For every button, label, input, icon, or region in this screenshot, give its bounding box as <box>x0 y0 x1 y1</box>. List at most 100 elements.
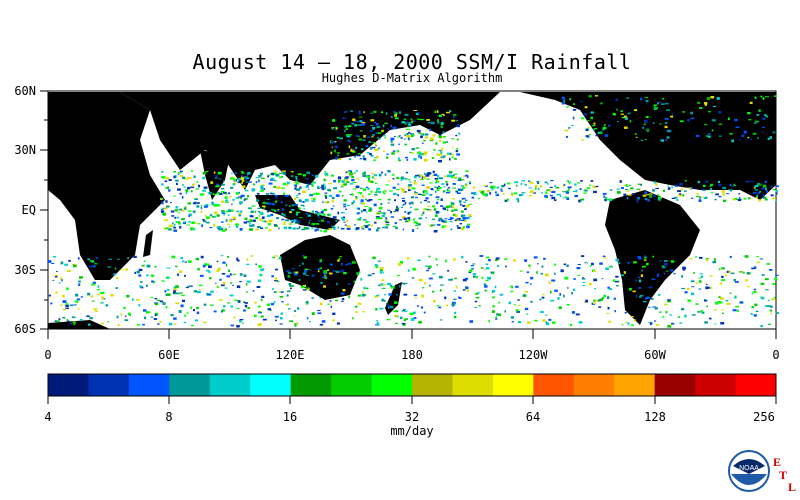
rain-speck <box>382 227 386 229</box>
rain-speck <box>390 143 395 146</box>
colorbar-swatch <box>250 374 292 396</box>
rain-speck <box>765 187 767 191</box>
rain-speck <box>66 270 71 272</box>
rain-speck <box>707 286 711 289</box>
rain-speck <box>412 120 416 122</box>
rain-speck <box>349 170 353 174</box>
rain-speck <box>465 170 469 172</box>
rain-speck <box>154 302 158 304</box>
rain-speck <box>182 176 186 179</box>
rain-speck <box>337 176 342 180</box>
rain-speck <box>173 195 176 197</box>
rain-speck <box>436 153 440 156</box>
rain-speck <box>690 111 693 115</box>
rain-speck <box>452 114 457 116</box>
rain-speck <box>129 314 131 317</box>
rain-speck <box>492 185 496 189</box>
rain-speck <box>544 273 549 277</box>
rain-speck <box>242 185 246 188</box>
rain-speck <box>638 287 641 289</box>
rain-speck <box>231 203 233 205</box>
rain-speck <box>452 301 456 305</box>
etl-letter-l: L <box>788 480 797 494</box>
rain-speck <box>394 314 398 317</box>
rain-speck <box>417 118 421 120</box>
rain-speck <box>206 269 209 272</box>
rain-speck <box>772 188 776 191</box>
rain-speck <box>392 186 396 189</box>
rain-speck <box>361 148 364 151</box>
rain-speck <box>389 305 394 309</box>
rain-speck <box>484 289 488 292</box>
rain-speck <box>274 194 279 197</box>
rain-speck <box>657 101 662 103</box>
rain-speck <box>80 319 83 321</box>
rain-speck <box>177 221 181 223</box>
rain-speck <box>86 315 90 317</box>
rain-speck <box>354 305 358 308</box>
rain-speck <box>758 190 761 194</box>
rain-speck <box>754 303 758 307</box>
rain-speck <box>239 319 244 321</box>
rain-speck <box>749 101 753 104</box>
rain-speck <box>194 198 198 200</box>
rain-speck <box>411 152 414 154</box>
rain-speck <box>332 205 335 207</box>
rain-speck <box>353 224 356 226</box>
rain-speck <box>456 124 460 128</box>
rain-speck <box>296 211 300 214</box>
rain-speck <box>193 228 196 231</box>
rain-speck <box>500 190 504 192</box>
rain-speck <box>692 272 695 274</box>
rain-speck <box>480 267 484 269</box>
rain-speck <box>370 190 373 193</box>
rain-speck <box>56 320 60 323</box>
rain-speck <box>346 227 351 230</box>
rain-speck <box>769 136 772 139</box>
rain-speck <box>173 317 177 320</box>
rain-speck <box>593 278 598 282</box>
rain-speck <box>449 204 453 206</box>
rain-speck <box>361 123 366 126</box>
rain-speck <box>627 112 631 115</box>
rain-speck <box>648 286 653 289</box>
rain-speck <box>365 186 368 188</box>
rain-speck <box>220 284 225 287</box>
rain-speck <box>407 217 411 220</box>
rain-speck <box>741 270 744 273</box>
rain-speck <box>360 202 363 205</box>
rain-speck <box>216 183 220 186</box>
rain-speck <box>625 184 628 187</box>
rain-speck <box>679 322 683 324</box>
rain-speck <box>345 263 348 266</box>
rain-speck <box>435 142 438 145</box>
rain-speck <box>101 301 104 304</box>
rain-speck <box>311 210 315 213</box>
rain-speck <box>275 277 277 280</box>
rain-speck <box>344 224 347 226</box>
rain-speck <box>423 153 427 156</box>
rain-speck <box>361 293 365 297</box>
rain-speck <box>283 192 286 196</box>
rain-speck <box>366 175 370 178</box>
rain-speck <box>565 190 569 193</box>
rain-speck <box>213 223 216 227</box>
rain-speck <box>634 279 637 282</box>
rain-speck <box>458 200 462 203</box>
rain-speck <box>764 180 767 184</box>
rain-speck <box>296 220 301 224</box>
rain-speck <box>453 116 456 119</box>
rain-speck <box>374 192 378 194</box>
rain-speck <box>224 287 228 289</box>
rain-speck <box>206 292 209 296</box>
rain-speck <box>473 276 476 278</box>
rain-speck <box>750 313 753 315</box>
rain-speck <box>753 314 757 317</box>
rain-speck <box>295 222 299 224</box>
rain-speck <box>314 212 317 215</box>
rain-speck <box>205 204 209 207</box>
rain-speck <box>247 307 251 309</box>
rain-speck <box>554 185 556 187</box>
rain-speck <box>606 296 610 299</box>
rain-speck <box>587 126 590 129</box>
